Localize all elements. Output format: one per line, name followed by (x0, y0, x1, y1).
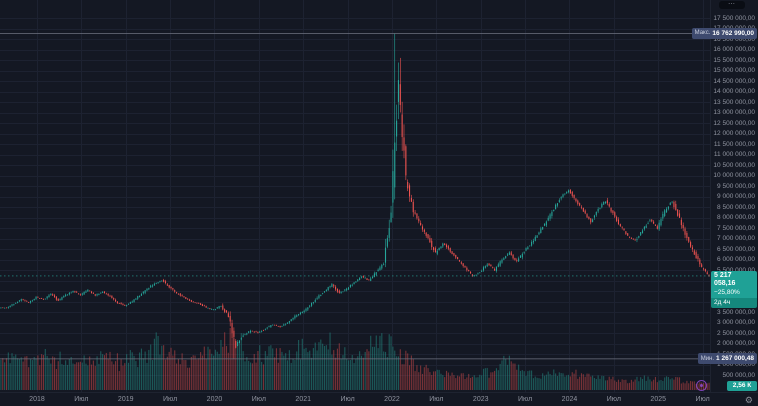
time-tick-label: Июл (162, 396, 178, 403)
time-tick-label: 2020 (206, 396, 223, 403)
settings-gear-icon[interactable]: ⚙ (744, 395, 753, 405)
candlestick-chart-canvas[interactable] (0, 0, 710, 392)
price-tick-label: 500 000,00 (722, 371, 755, 379)
price-scale[interactable]: ⋯ Макс. 16 762 990,00 5 217 058,16 −25,8… (691, 0, 758, 392)
price-tick-label: 15 000 000,00 (713, 67, 755, 74)
time-tick-label: 2023 (472, 396, 489, 403)
time-tick-label: 2024 (561, 396, 578, 403)
high-price-badge: Макс. 16 762 990,00 (691, 27, 757, 39)
price-tick-label: 13 000 000,00 (713, 109, 755, 116)
time-tick-label: Июл (340, 396, 355, 403)
price-tick-label: 1 000 000,00 (717, 361, 755, 368)
price-tick-label: 14 500 000,00 (713, 77, 755, 85)
instrument-logo-icon (696, 380, 707, 391)
price-tick-label: 3 500 000,00 (717, 308, 755, 316)
price-tick-label: 3 000 000,00 (717, 319, 755, 326)
price-tick-label: 5 500 000,00 (717, 266, 755, 275)
price-tick-label: 2 500 000,00 (717, 329, 755, 337)
high-price-label: Макс. (694, 30, 711, 37)
price-tick-label: 11 500 000,00 (713, 140, 755, 148)
low-price-badge: Мин. 1 267 000,48 (697, 353, 757, 365)
time-tick-label: Июл (429, 396, 444, 403)
time-tick-label: 2021 (295, 396, 312, 403)
time-tick-label: 2019 (117, 396, 134, 403)
price-tick-label: 16 500 000,00 (713, 35, 755, 43)
bar-countdown: 2д 4ч (711, 297, 757, 308)
time-tick-label: Июл (74, 396, 89, 403)
low-price-label: Мин. (700, 355, 715, 362)
price-tick-label: 16 000 000,00 (713, 46, 755, 53)
price-tick-label: 11 000 000,00 (713, 151, 755, 158)
current-price-badge: 5 217 058,16 −25,80% 2д 4ч (711, 270, 757, 308)
price-tick-label: 10 000 000,00 (713, 172, 755, 179)
price-tick-label: 13 500 000,00 (713, 98, 755, 106)
price-tick-label: 8 500 000,00 (717, 203, 755, 211)
price-tick-label: 6 000 000,00 (717, 256, 755, 263)
current-price-value: 5 217 058,16 (711, 270, 757, 289)
price-tick-label: 8 000 000,00 (717, 214, 755, 221)
time-tick-label: Июл (606, 396, 621, 403)
price-tick-label: 6 500 000,00 (717, 245, 755, 253)
price-tick-label: 12 500 000,00 (713, 119, 755, 127)
low-price-value: 1 267 000,48 (716, 355, 754, 363)
time-tick-label: 2018 (29, 396, 45, 403)
time-tick-label: 2022 (384, 396, 400, 403)
high-price-value: 16 762 990,00 (712, 29, 754, 37)
price-tick-label: 9 000 000,00 (717, 193, 755, 200)
price-tick-label: 7 000 000,00 (717, 235, 755, 242)
time-tick-label: Июл (695, 396, 710, 403)
time-tick-label: 2025 (650, 396, 667, 403)
volume-value-badge: 2,56 К (727, 381, 757, 391)
price-tick-label: 12 000 000,00 (713, 130, 755, 137)
time-scale[interactable]: ⚙ 2018 Июл 2019 Июл 2020 Июл 2021 Июл 2022 Июл 202… (0, 392, 758, 406)
time-tick-label: Июл (517, 396, 533, 403)
price-tick-label: 9 500 000,00 (717, 182, 755, 190)
price-tick-label: 10 500 000,00 (713, 161, 755, 169)
current-price-change: −25,80% (711, 288, 757, 298)
price-tick-label: 2 000 000,00 (717, 340, 755, 347)
price-tick-label: 7 500 000,00 (717, 224, 755, 232)
price-tick-label: 14 000 000,00 (713, 88, 755, 95)
price-scale-menu-button[interactable]: ⋯ (719, 1, 745, 9)
price-tick-label: 17 500 000,00 (713, 14, 755, 22)
time-tick-label: Июл (251, 396, 266, 403)
price-tick-label: 15 500 000,00 (713, 56, 755, 64)
